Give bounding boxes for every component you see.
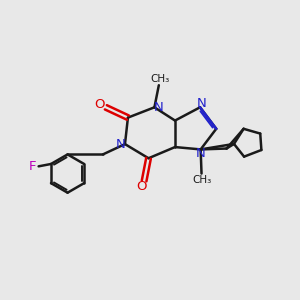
Text: N: N — [196, 147, 206, 160]
Text: O: O — [94, 98, 105, 111]
Text: O: O — [136, 180, 146, 193]
Text: CH₃: CH₃ — [151, 74, 170, 84]
Text: F: F — [28, 160, 36, 173]
Text: N: N — [197, 97, 206, 110]
Text: N: N — [154, 101, 164, 114]
Text: CH₃: CH₃ — [192, 175, 211, 185]
Text: N: N — [116, 138, 125, 151]
